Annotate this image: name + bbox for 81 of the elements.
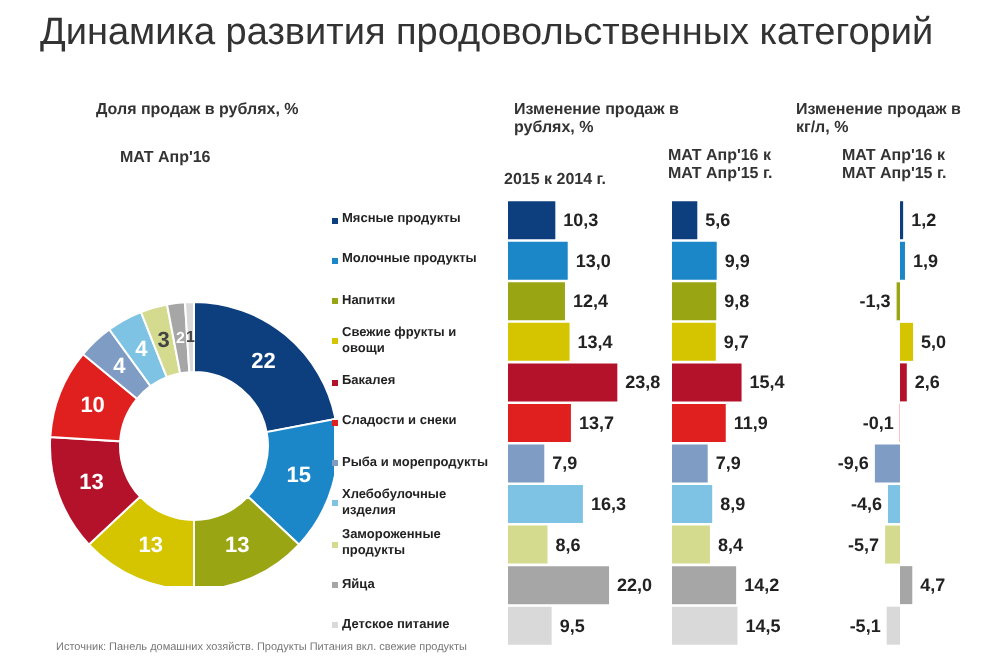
chart-title: Изменение продаж в рублях, % [514,100,681,136]
bar [672,485,713,524]
data-label: 9,8 [724,291,750,312]
data-label: -5,1 [849,615,881,636]
chart-title: Изменение продаж в кг/л, % [796,100,963,136]
data-label: 7,9 [715,453,741,474]
bar [672,322,716,361]
bar [672,241,717,280]
bar [874,444,900,483]
data-label: 15 [286,464,311,489]
data-label: 1,2 [911,210,937,231]
data-label: 9,9 [724,250,750,271]
bar [887,485,900,524]
data-label: 23,8 [625,372,661,393]
bar [508,566,610,605]
bar [508,606,552,645]
data-label: 13,7 [578,412,614,433]
data-label: 14,2 [744,575,780,596]
data-label: 22,0 [617,575,653,596]
bar [508,525,548,564]
text: MAT Апр'16 [120,148,213,166]
chart-subtitle: MAT Апр'16 к MAT Апр'15 г. [842,146,949,182]
bar [508,444,545,483]
chart-title: Динамика развития продовольственных категорий [40,12,934,56]
bar [508,485,583,524]
data-label: 16,3 [590,494,626,515]
data-label: 2,6 [914,372,940,393]
bar [508,241,568,280]
bar [508,363,618,402]
bar [672,525,710,564]
data-label: 13,4 [577,331,613,352]
data-label: -0,1 [862,412,894,433]
data-label: 9,7 [723,331,749,352]
bar [508,322,570,361]
bar [672,201,698,240]
bar [508,282,565,321]
data-label: 9,5 [559,615,585,636]
data-label: 10,3 [563,210,599,231]
data-label: 13 [225,534,250,559]
chart-subtitle: 2015 к 2014 г. [504,170,607,188]
data-label: 11,9 [733,412,768,433]
data-label: 8,6 [555,534,581,555]
data-label: 4,7 [920,575,946,596]
data-label: 5,0 [921,331,947,352]
data-label: 8,9 [720,494,746,515]
data-label: 14,5 [745,615,781,636]
data-label: 2 [175,328,186,347]
data-label: 7,9 [552,453,578,474]
bar [900,363,907,402]
data-label: 8,4 [717,534,743,555]
bar [886,606,900,645]
data-label: 13 [138,534,163,559]
data-label: 4 [113,354,128,379]
data-label: -4,6 [850,494,882,515]
bar [672,444,708,483]
data-label: 10 [80,393,105,418]
bar [508,201,556,240]
data-label: 3 [157,329,170,354]
bar [900,566,913,605]
data-label: 12,4 [572,291,609,312]
bar [508,403,571,442]
data-label: 13 [79,470,104,495]
bar [672,403,726,442]
bar [672,363,742,402]
data-label: -5,7 [848,534,880,555]
data-label: 1 [186,328,197,347]
data-label: 13,0 [575,250,611,271]
chart-subtitle: MAT Апр'16 к MAT Апр'15 г. [668,146,775,182]
chart-subtitle: Доля продаж в рублях, % [96,100,301,118]
bar [672,606,738,645]
data-label: 22 [251,350,276,375]
data-label: -9,6 [837,453,869,474]
data-label: 4 [135,338,150,363]
bar [672,566,737,605]
data-label: 15,4 [749,372,785,393]
bar [885,525,900,564]
data-label: -1,3 [859,291,891,312]
data-label: 5,6 [705,210,731,231]
bar [900,322,914,361]
data-label: 1,9 [912,250,938,271]
bar [672,282,717,321]
